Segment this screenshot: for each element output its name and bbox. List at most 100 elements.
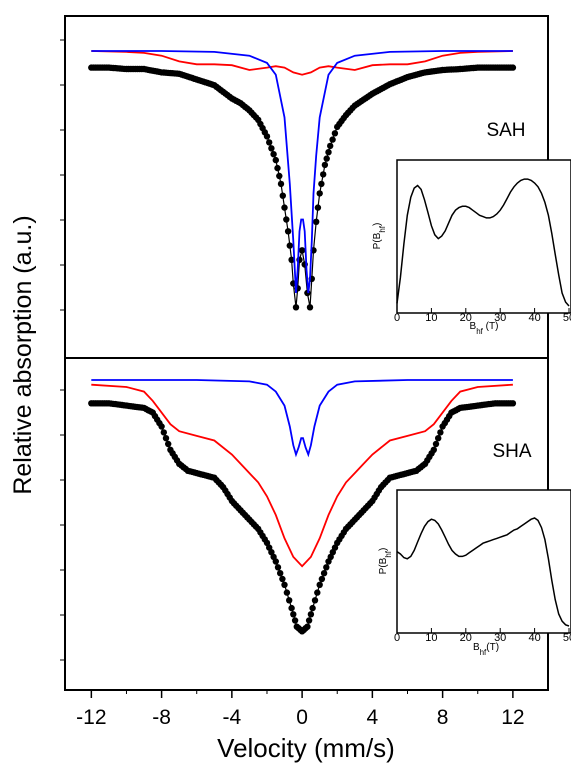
x-tick-label: -12 [76, 706, 106, 729]
data-point [292, 304, 300, 311]
data-point [288, 604, 295, 612]
data-point [272, 156, 279, 164]
data-point [311, 597, 319, 604]
data-point [432, 440, 440, 448]
plot-area: -12 -8 -4 0 4 8 12 [60, 15, 549, 729]
inset-x-tick-label: 30 [494, 632, 506, 644]
x-tick-label: 4 [367, 706, 379, 729]
x-axis-ticks: -12 -8 -4 0 4 8 12 [76, 690, 525, 729]
inset-x-tick-label: 40 [528, 632, 540, 644]
data-point [279, 575, 286, 583]
data-point [320, 570, 328, 577]
data-point [298, 247, 306, 254]
inset-x-tick-label: 10 [425, 632, 437, 644]
data-point [274, 564, 282, 571]
data-point [288, 256, 295, 263]
inset-x-tick-label: 0 [394, 632, 400, 644]
x-tick-label: -8 [152, 706, 171, 729]
data-point [321, 161, 329, 169]
x-tick-label: -4 [223, 706, 242, 729]
panel-label-sah: SAH [486, 120, 525, 141]
data-point [329, 136, 336, 143]
data-point [279, 192, 286, 199]
data-point [435, 435, 442, 442]
data-point [313, 218, 320, 225]
panel-label-sha: SHA [492, 441, 531, 462]
x-tick-label: 0 [296, 706, 308, 729]
data-point [327, 142, 334, 150]
data-point [314, 589, 321, 596]
inset-x-tick-label: 40 [528, 312, 540, 324]
panel-sah-series [88, 50, 517, 311]
data-point [272, 558, 279, 565]
inset-ticks-sah: 0 10 20 30 40 50 [394, 308, 571, 324]
data-point [263, 133, 271, 140]
data-point [160, 429, 167, 436]
data-point [281, 581, 288, 588]
data-point [286, 597, 293, 604]
data-point [307, 611, 315, 618]
data-point [284, 228, 292, 235]
data-point [430, 446, 437, 453]
inset-frame-sha [396, 489, 571, 634]
data-point [314, 204, 322, 211]
data-point [290, 611, 297, 618]
y-axis-ticks [60, 39, 65, 661]
data-point [331, 130, 339, 137]
inset-series-line-0-0 [396, 178, 570, 307]
data-point [270, 151, 277, 158]
data-point [158, 423, 165, 430]
data-point [316, 190, 323, 197]
data-point [162, 435, 170, 442]
inset-ticks-sha: 0 10 20 30 40 50 [394, 628, 571, 644]
data-point [323, 564, 330, 571]
inset-series-sah [396, 178, 570, 307]
inset-x-tick-label: 50 [563, 312, 571, 324]
data-point [306, 304, 314, 311]
data-point [316, 581, 323, 588]
data-point [309, 604, 316, 612]
data-point [323, 155, 330, 162]
data-point [509, 64, 517, 71]
x-tick-label: 12 [501, 706, 524, 729]
inset-frame-sah [396, 159, 571, 314]
data-point [509, 400, 517, 407]
data-point [318, 180, 325, 188]
data-point [268, 145, 275, 152]
inset-x-tick-label: 20 [460, 312, 472, 324]
inset-chart-sha: 01020304050 Bhf(T) P(Bhf) [378, 489, 571, 657]
series-line-sah-1 [91, 50, 513, 76]
data-point [320, 171, 327, 178]
x-axis-label: Velocity (mm/s) [217, 733, 395, 763]
data-point [266, 139, 273, 146]
data-point [304, 623, 311, 630]
data-point [318, 575, 326, 583]
data-point [325, 149, 332, 156]
data-point [291, 617, 299, 624]
series-line-sha-1 [91, 383, 513, 568]
data-point [283, 589, 291, 596]
data-point [274, 164, 281, 172]
data-point [286, 242, 293, 249]
data-point [277, 180, 285, 188]
data-point [437, 429, 444, 436]
x-tick-label: 8 [437, 706, 449, 729]
data-point [276, 172, 283, 180]
inset-x-tick-label: 30 [494, 312, 506, 324]
inset-series-sha [396, 517, 570, 627]
inset-series-line-1-0 [396, 517, 570, 627]
series-line-sha-2 [91, 379, 513, 458]
series-line-sah-2 [91, 50, 513, 294]
data-point [165, 440, 172, 448]
inset-x-tick-label: 50 [563, 632, 571, 644]
inset-chart-sah: 01020304050 Bhf (T) P(Bhf) [372, 159, 571, 336]
inset-x-tick-label: 20 [460, 632, 472, 644]
series-layer [88, 50, 517, 635]
inset-xlabel-sha: Bhf(T) [473, 642, 499, 657]
y-axis-label: Relative absorption (a.u.) [9, 215, 37, 494]
data-point [281, 204, 288, 211]
inset-x-tick-label: 0 [394, 312, 400, 324]
data-points-sha [88, 400, 517, 635]
data-point [305, 617, 313, 624]
